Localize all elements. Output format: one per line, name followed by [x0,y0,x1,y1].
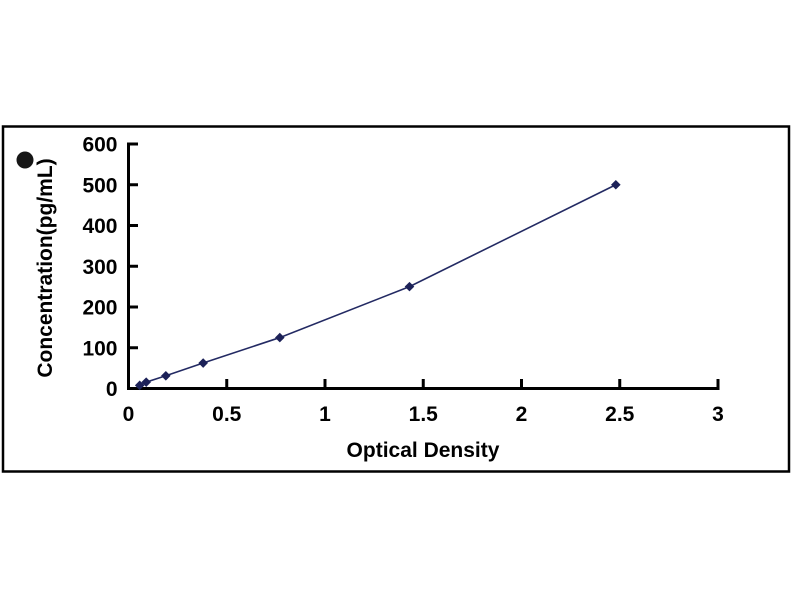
figure-border [1,125,791,473]
y-tick-label: 100 [82,337,117,360]
y-tick-label: 500 [82,174,117,197]
y-tick-label: 400 [82,215,117,238]
x-tick-label: 0 [123,403,135,426]
x-tick-label: 3 [712,403,724,426]
data-point-diamond [134,380,145,391]
x-tick-label: 0.5 [212,403,242,426]
y-tick-label: 200 [82,297,117,320]
data-point-diamond [404,281,415,292]
data-point-diamond [141,377,151,387]
x-tick-label: 2 [516,403,528,426]
data-point-diamond [275,332,285,343]
x-tick-label: 1 [319,403,331,426]
plot-group: 0 100 200 300 400 500 600 0 0.5 1 1.5 2 2.5 3 [82,134,723,427]
partial-logo-mark [16,151,34,169]
data-point-diamond [198,358,208,368]
y-tick-label: 600 [82,134,117,157]
x-tick-label: 1.5 [409,403,439,426]
series-line [139,184,617,387]
x-axis-title: Optical Density [347,439,500,462]
data-point-diamond [611,179,621,190]
x-tick-label: 2.5 [605,403,635,426]
data-point-diamond [161,370,171,381]
y-tick-label: 300 [82,256,117,279]
y-tick-label: 0 [106,378,118,401]
y-axis-title: Concentration(pg/mL) [34,158,57,377]
